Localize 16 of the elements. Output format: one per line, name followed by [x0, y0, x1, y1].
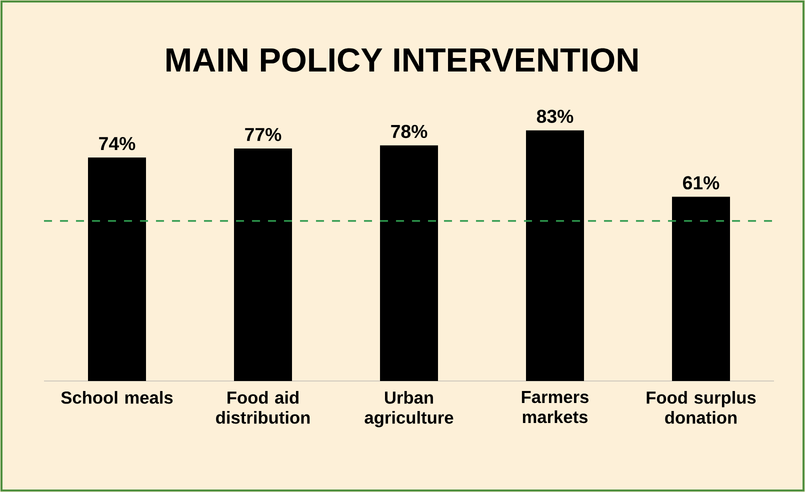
x-tick-label: Farmers markets — [522, 391, 588, 424]
data-label: 78% — [391, 124, 428, 138]
data-label: 61% — [683, 176, 720, 190]
x-tick-label: Food aid distribution — [216, 391, 310, 424]
x-tick-label: Food surplus donation — [646, 391, 756, 424]
bar — [672, 196, 730, 381]
data-label: 74% — [99, 137, 136, 150]
bar — [234, 148, 292, 381]
x-tick-label: Urban agriculture — [364, 391, 454, 428]
data-label: 83% — [536, 110, 574, 123]
data-label: 77% — [245, 128, 282, 142]
x-tick-label: School meals — [61, 391, 173, 404]
bar — [380, 145, 438, 381]
bar — [88, 158, 146, 381]
chart-title: MAIN POLICY INTERVENTION — [166, 48, 638, 72]
bar — [526, 130, 584, 381]
